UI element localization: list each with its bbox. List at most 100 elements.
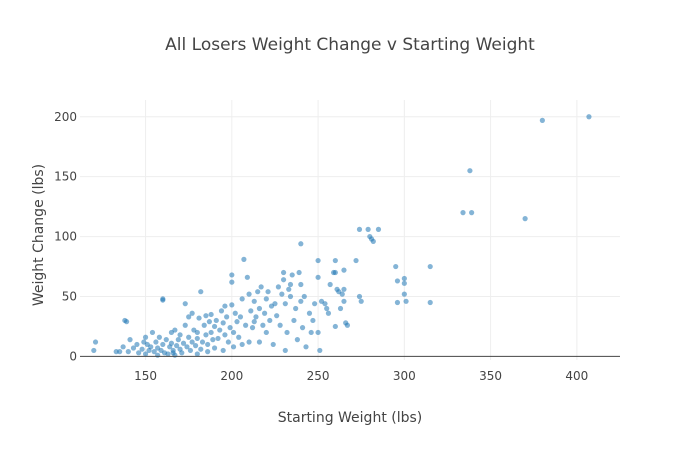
data-point	[263, 329, 269, 336]
data-point	[218, 308, 225, 314]
data-point	[358, 298, 364, 304]
data-point	[149, 329, 156, 336]
data-point	[225, 339, 231, 345]
data-point	[255, 289, 261, 295]
data-point	[170, 347, 176, 354]
data-point	[401, 291, 407, 297]
data-point	[298, 241, 304, 247]
chart-title: All Losers Weight Change v Starting Weig…	[165, 35, 535, 55]
data-point	[203, 332, 209, 338]
data-point	[153, 339, 159, 345]
data-point	[460, 210, 466, 216]
data-point	[403, 298, 409, 304]
data-point	[356, 226, 363, 233]
data-point	[160, 296, 166, 302]
y-tick-label: 200	[54, 110, 77, 124]
data-point	[224, 314, 230, 320]
data-point	[299, 325, 306, 331]
data-point	[253, 314, 259, 320]
data-point	[220, 320, 226, 326]
data-point	[230, 329, 237, 336]
data-point	[220, 347, 226, 354]
data-point	[280, 269, 287, 276]
data-point	[229, 272, 235, 278]
data-point	[163, 337, 169, 343]
data-point	[246, 339, 252, 345]
data-point	[275, 284, 282, 290]
data-point	[165, 351, 171, 357]
data-point	[427, 299, 433, 306]
data-point	[91, 347, 97, 354]
data-point	[270, 341, 276, 348]
x-tick-label: 300	[393, 369, 416, 383]
data-point	[206, 319, 212, 325]
x-tick-label: 350	[479, 369, 502, 383]
data-point	[274, 313, 280, 319]
data-point	[282, 347, 288, 354]
data-point	[586, 114, 592, 120]
data-point	[172, 352, 178, 358]
data-point	[260, 322, 266, 328]
data-point	[296, 269, 302, 276]
data-point	[136, 350, 142, 356]
data-point	[256, 339, 263, 345]
data-point	[174, 343, 180, 349]
data-point	[282, 301, 288, 307]
data-point	[211, 323, 218, 330]
x-tick-label: 250	[307, 369, 330, 383]
y-tick-label: 150	[54, 170, 77, 184]
data-point	[401, 275, 407, 282]
data-point	[92, 339, 99, 345]
x-tick-label: 200	[220, 369, 243, 383]
data-point	[117, 349, 123, 355]
data-point	[332, 323, 338, 330]
data-point	[134, 341, 140, 348]
x-axis-title: Starting Weight (lbs)	[278, 410, 423, 426]
data-point	[467, 168, 473, 174]
data-point	[303, 344, 309, 350]
data-point	[394, 278, 401, 284]
data-point	[284, 329, 290, 336]
data-point	[298, 298, 304, 304]
data-point	[353, 257, 359, 264]
data-point	[175, 337, 181, 343]
data-point	[312, 301, 318, 307]
data-point	[370, 238, 376, 244]
data-point	[272, 301, 278, 307]
x-tick-label: 150	[134, 369, 157, 383]
data-point	[246, 291, 252, 297]
data-point	[277, 322, 283, 328]
data-point	[194, 329, 200, 336]
data-point	[194, 335, 200, 342]
data-point	[142, 334, 149, 340]
data-point	[182, 301, 188, 307]
data-point	[232, 310, 238, 316]
data-point	[251, 319, 257, 325]
data-point	[286, 286, 292, 292]
grid-lines	[80, 100, 620, 360]
data-point	[198, 289, 204, 295]
data-point	[287, 293, 294, 300]
data-point	[234, 319, 240, 325]
data-point	[205, 349, 211, 355]
data-point	[522, 216, 528, 222]
data-point	[327, 281, 333, 288]
data-point	[267, 317, 273, 324]
data-point	[160, 341, 166, 348]
data-point	[142, 351, 149, 357]
data-point	[192, 343, 199, 349]
data-point	[229, 279, 235, 285]
y-tick-label: 100	[54, 230, 77, 244]
x-tick-labels: 150 200 250 300 350 400	[134, 369, 588, 383]
data-point	[208, 311, 214, 318]
data-point	[258, 284, 264, 290]
data-point	[332, 269, 338, 276]
data-point	[139, 346, 145, 352]
data-point	[186, 334, 192, 340]
y-tick-label: 50	[62, 289, 77, 303]
data-point	[310, 317, 316, 324]
data-point	[375, 226, 382, 233]
data-point	[315, 329, 321, 336]
data-point	[294, 337, 300, 343]
